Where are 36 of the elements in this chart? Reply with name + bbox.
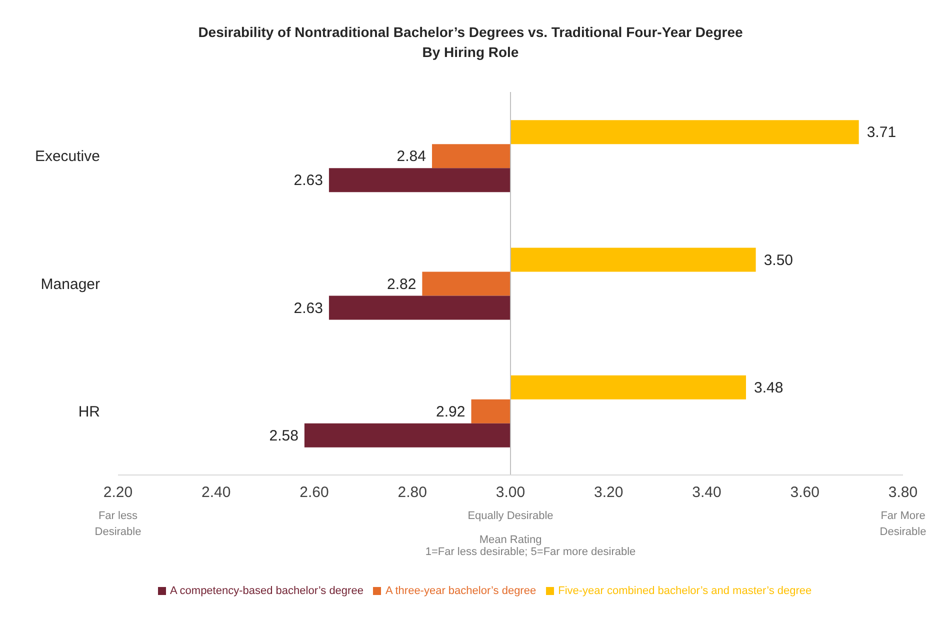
y-tick-label: HR xyxy=(78,403,100,420)
data-label: 2.63 xyxy=(294,172,323,190)
x-tick-label: 3.00 Equally Desirable xyxy=(468,484,554,522)
data-label: 2.82 xyxy=(386,276,416,293)
data-label: 2.84 xyxy=(396,148,426,166)
x-tick-label: 3.60 xyxy=(790,484,820,501)
x-tick-label: 2.20 Far less Desirable xyxy=(94,484,142,538)
bar xyxy=(510,375,746,400)
bar xyxy=(328,168,510,192)
chart-title: Desirability of Nontraditional Bachelor’s Degrees vs. Traditional Four-Year Degree By Hiring Role xyxy=(197,23,744,62)
data-label: 2.58 xyxy=(269,427,298,444)
data-label: 3.50 xyxy=(764,252,794,269)
legend-label: Five-year combined bachelor’s and master’s degree xyxy=(558,585,812,597)
x-tick-label: 2.60 xyxy=(300,484,329,501)
x-tick-label: 3.20 xyxy=(594,484,624,501)
x-tick-label: 3.40 xyxy=(692,484,722,501)
y-tick-label: Manager xyxy=(40,276,100,293)
bar xyxy=(328,296,510,320)
bar xyxy=(510,248,756,272)
text: 1=Far less desirable; 5=Far more desirable xyxy=(424,546,637,558)
x-tick-label: 2.80 xyxy=(398,484,427,501)
bar xyxy=(304,423,510,448)
y-tick-label: Executive xyxy=(34,148,100,166)
data-label: 2.63 xyxy=(294,300,323,317)
data-label: 3.71 xyxy=(866,124,896,142)
bar xyxy=(471,399,510,424)
bar xyxy=(510,120,859,144)
x-tick-label: 3.80 Far More Desirable xyxy=(880,484,926,538)
x-tick-label: 2.40 xyxy=(202,484,231,501)
legend-label: A three-year bachelor’s degree xyxy=(385,585,536,597)
bar xyxy=(432,144,510,168)
legend-label: A competency-based bachelor’s degree xyxy=(170,585,364,597)
x-axis-title: Mean Rating xyxy=(479,534,542,546)
data-label: 3.48 xyxy=(754,379,784,396)
bar xyxy=(422,272,510,296)
data-label: 2.92 xyxy=(436,403,466,420)
